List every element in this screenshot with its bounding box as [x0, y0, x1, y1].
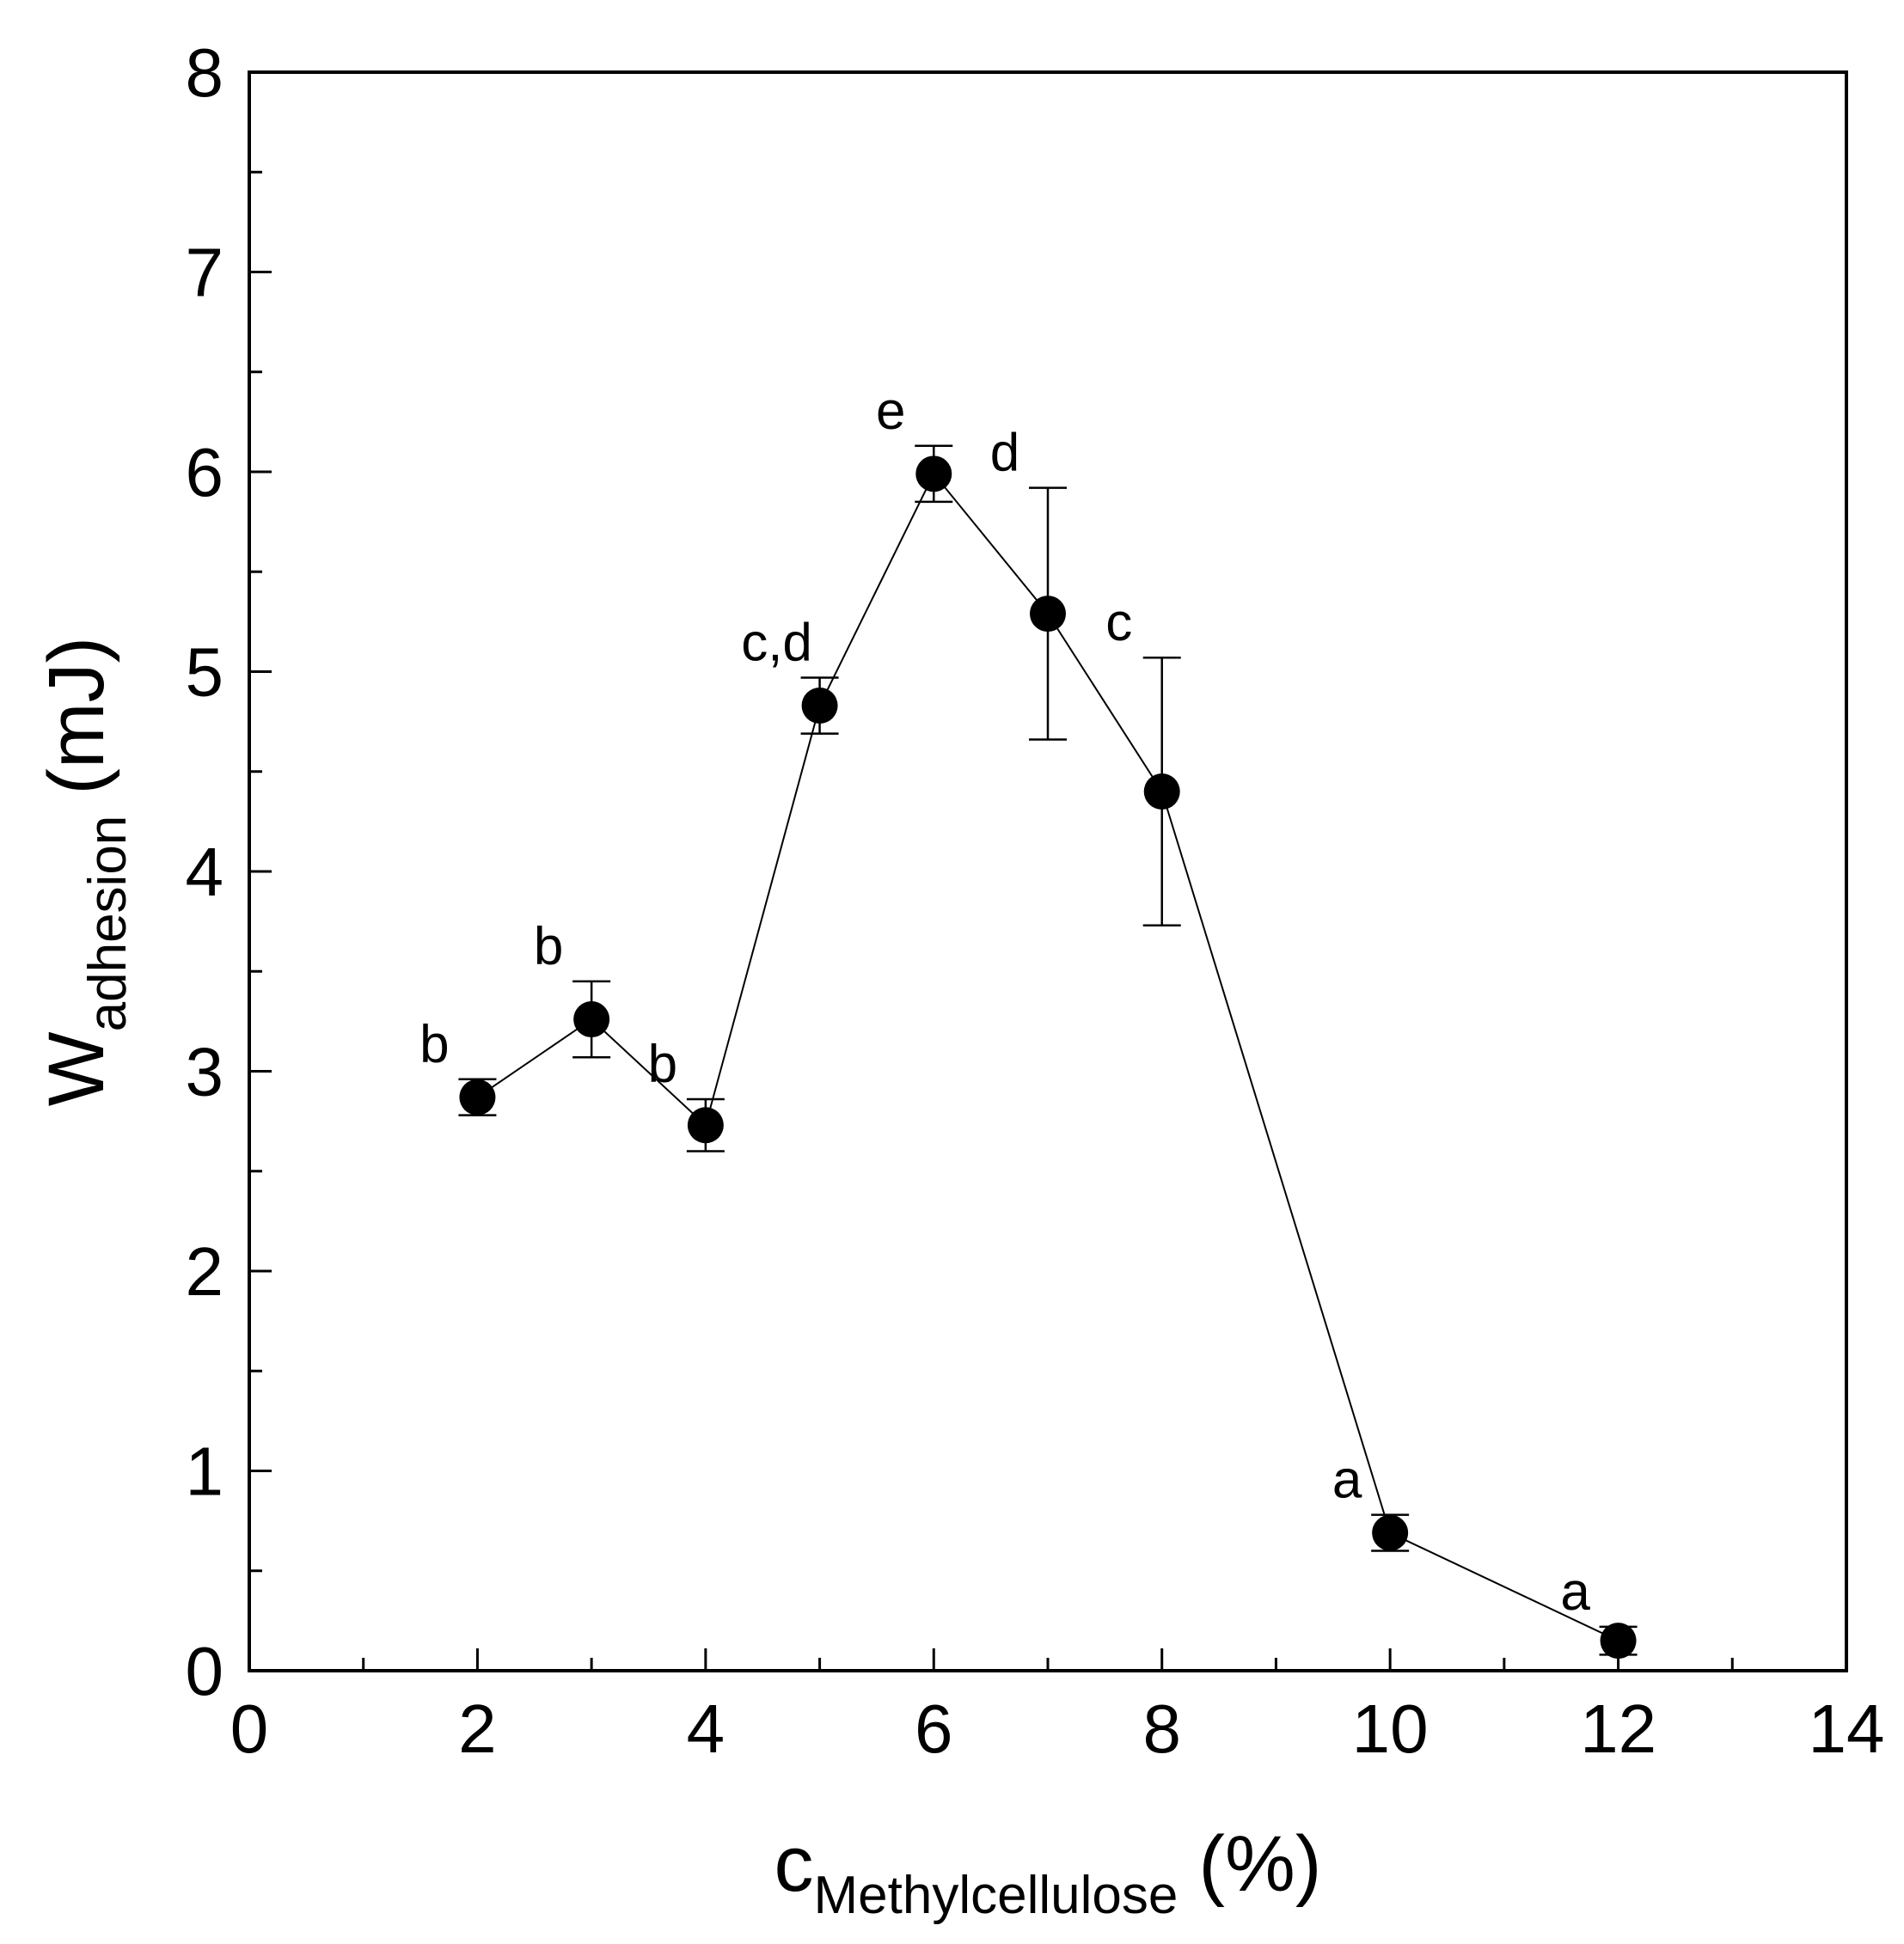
x-tick-label: 10: [1352, 1690, 1429, 1767]
data-point: [915, 455, 952, 492]
x-tick-label: 4: [687, 1690, 725, 1767]
x-axis-title-main: c: [774, 1820, 814, 1908]
x-tick-label: 6: [915, 1690, 953, 1767]
data-point: [687, 1107, 724, 1144]
significance-label: a: [1560, 1562, 1590, 1622]
x-axis-title: cMethylcellulose (%): [774, 1820, 1322, 1925]
data-point: [1372, 1514, 1409, 1551]
y-tick-label: 3: [186, 1034, 224, 1110]
y-tick-label: 1: [186, 1434, 224, 1510]
x-axis-title-unit: (%): [1198, 1820, 1321, 1908]
y-axis-title-unit: (mJ): [33, 637, 120, 795]
significance-label: e: [876, 382, 905, 441]
data-point: [1030, 596, 1066, 633]
data-point: [573, 1001, 610, 1038]
significance-label: b: [534, 917, 563, 976]
y-tick-label: 8: [186, 34, 224, 111]
x-axis-title-subscript: Methylcellulose: [814, 1866, 1179, 1925]
x-tick-label: 2: [458, 1690, 497, 1767]
y-tick-label: 2: [186, 1233, 224, 1310]
y-axis-title: Wadhesion (mJ): [33, 637, 138, 1106]
y-tick-label: 0: [186, 1633, 224, 1709]
y-tick-label: 5: [186, 634, 224, 711]
x-tick-label: 0: [230, 1690, 269, 1767]
x-tick-label: 8: [1142, 1690, 1181, 1767]
x-tick-label: 14: [1809, 1690, 1885, 1767]
series-layer: b b b c,d e d c a a: [419, 382, 1638, 1660]
y-axis-title-main: W: [33, 1031, 120, 1106]
y-tick-label: 6: [186, 434, 224, 510]
data-point: [801, 688, 838, 724]
data-point: [1600, 1623, 1637, 1660]
significance-label: d: [990, 424, 1019, 483]
x-tick-label: 12: [1580, 1690, 1656, 1767]
significance-label: a: [1332, 1451, 1362, 1510]
significance-label: b: [419, 1015, 449, 1074]
significance-label: c,d: [741, 613, 812, 672]
data-point: [1143, 773, 1180, 810]
y-axis-title-subscript: adhesion: [78, 816, 138, 1032]
y-tick-label: 4: [186, 834, 224, 910]
significance-label: c: [1105, 593, 1132, 652]
data-point: [459, 1079, 496, 1116]
y-tick-label: 7: [186, 235, 224, 311]
significance-label: b: [648, 1035, 677, 1094]
